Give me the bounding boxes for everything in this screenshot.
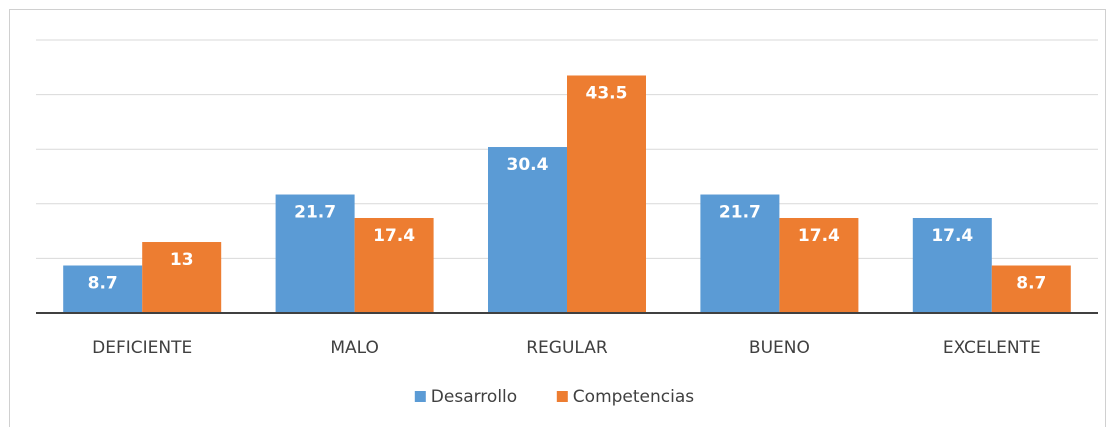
bar [567, 75, 646, 314]
bar [488, 147, 567, 313]
data-label: 8.7 [1016, 273, 1046, 293]
data-label: 17.4 [798, 226, 840, 246]
x-tick-label: MALO [330, 338, 379, 358]
data-label: 21.7 [294, 203, 336, 223]
data-label: 30.4 [507, 155, 549, 175]
bar [912, 217, 992, 313]
x-tick-label: EXCELENTE [943, 338, 1041, 358]
bar [354, 217, 434, 313]
data-label: 17.4 [931, 226, 973, 246]
bar [700, 194, 780, 313]
bar [63, 265, 143, 313]
chart-frame [9, 9, 1106, 427]
data-label: 8.7 [88, 273, 118, 293]
bar [779, 217, 859, 313]
legend-label: Desarrollo [431, 387, 517, 407]
x-tick-label: BUENO [749, 338, 810, 358]
bar [991, 265, 1071, 313]
x-tick-label: DEFICIENTE [92, 338, 192, 358]
data-label: 43.5 [586, 83, 628, 103]
data-label: 21.7 [719, 203, 761, 223]
data-label: 13 [170, 250, 194, 270]
bar [275, 194, 355, 313]
data-label: 17.4 [373, 226, 415, 246]
x-tick-label: REGULAR [526, 338, 608, 358]
legend-label: Competencias [573, 387, 694, 407]
legend-swatch [414, 391, 426, 402]
bar [142, 242, 222, 313]
legend-swatch [556, 391, 568, 402]
